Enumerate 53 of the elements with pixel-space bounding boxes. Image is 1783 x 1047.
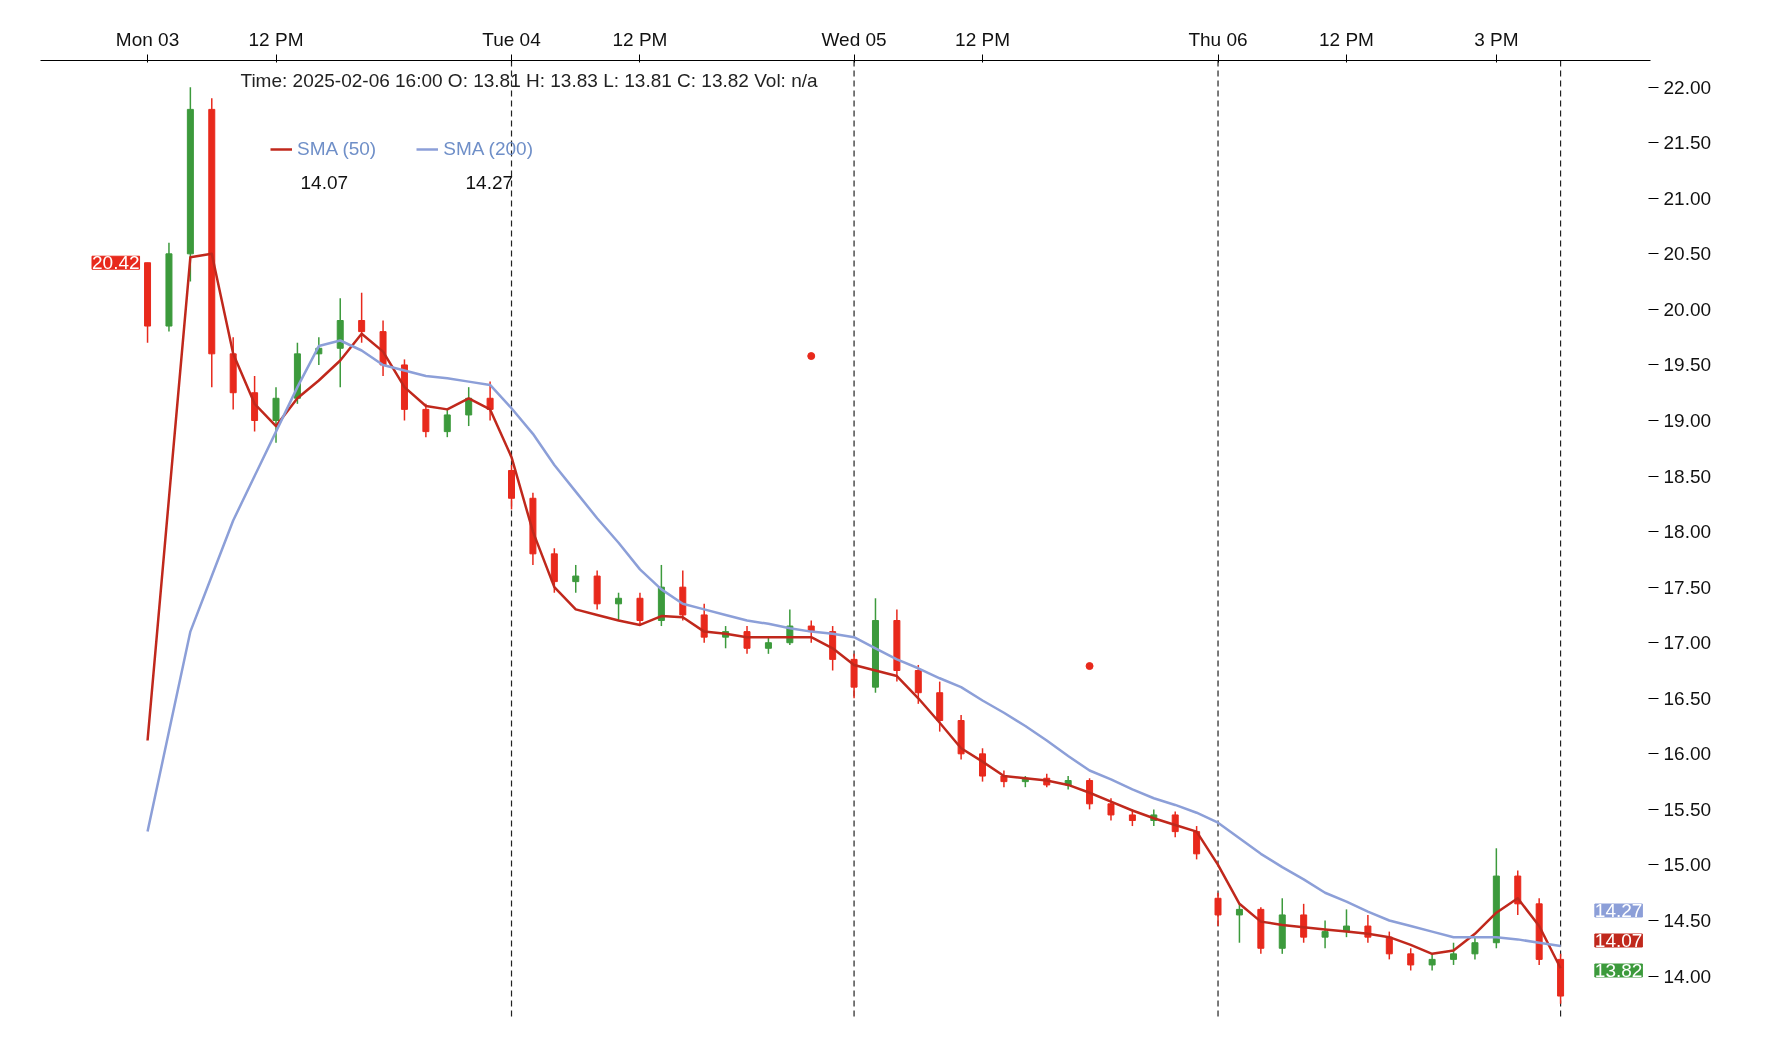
annotation: 14.27 xyxy=(465,171,514,193)
candlestick xyxy=(1407,947,1415,972)
y-tick-label: 17.50 xyxy=(1663,576,1712,598)
candlestick xyxy=(572,564,580,594)
candlestick xyxy=(422,403,430,438)
y-tick-label: 14.50 xyxy=(1663,910,1712,931)
candlestick xyxy=(1450,941,1458,966)
candlestick xyxy=(914,664,922,705)
x-tick-label: Tue 04 xyxy=(482,28,542,50)
candlestick xyxy=(700,603,708,644)
y-tick-label: 15.00 xyxy=(1663,854,1712,876)
y-tick-label: 15.50 xyxy=(1663,798,1712,820)
y-tick-label: 21.00 xyxy=(1663,187,1712,209)
annotation: 20.42 xyxy=(92,252,140,274)
candlestick xyxy=(1471,936,1479,961)
y-tick-label: 20.00 xyxy=(1663,298,1712,320)
candlestick xyxy=(272,386,280,444)
text: 14.07 xyxy=(1594,930,1643,951)
y-tick-label: 22.00 xyxy=(1663,76,1712,98)
x-tick-label: Mon 03 xyxy=(115,28,180,50)
candlestick xyxy=(1214,891,1222,927)
x-tick-label: Wed 05 xyxy=(821,28,887,50)
y-tick-label: 14.00 xyxy=(1663,965,1712,987)
y-tick-label: 19.50 xyxy=(1663,354,1712,376)
annotation: Time: 2025-02-06 16:00 O: 13.81 H: 13.83 L: 13.81 C: 13.82 Vol: n/a xyxy=(240,69,818,91)
candlestick xyxy=(1235,903,1243,944)
legend-label: SMA (50) xyxy=(297,138,377,160)
x-tick-label: 12 PM xyxy=(1319,28,1374,50)
y-tick-label: 16.00 xyxy=(1663,743,1712,765)
y-tick-label: 19.00 xyxy=(1663,410,1712,431)
candlestick xyxy=(1107,797,1115,822)
candlestick xyxy=(443,408,451,438)
y-tick-label: 21.50 xyxy=(1663,132,1712,154)
y-tick-label: 20.50 xyxy=(1663,243,1712,265)
x-tick-label: 3 PM xyxy=(1474,28,1519,50)
candlestick xyxy=(486,380,494,422)
legend-label: SMA (200) xyxy=(443,138,533,160)
x-tick-label: 12 PM xyxy=(248,28,304,50)
line-series xyxy=(146,339,1562,948)
candlestick xyxy=(358,291,366,344)
x-tick-label: 12 PM xyxy=(955,28,1010,50)
y-tick-label: 17.00 xyxy=(1663,632,1712,654)
text: 14.27 xyxy=(1594,900,1643,921)
candlestick xyxy=(636,591,644,627)
x-tick-label: 12 PM xyxy=(612,28,668,50)
y-tick-label: 16.50 xyxy=(1663,687,1712,709)
x-tick-label: Thu 06 xyxy=(1188,28,1248,50)
y-tick-label: 18.00 xyxy=(1663,521,1712,543)
annotation: 14.07 xyxy=(300,171,349,193)
candlestick xyxy=(1321,919,1329,950)
y-tick-label: 18.50 xyxy=(1663,465,1712,487)
candlestick xyxy=(615,591,623,622)
text: 13.82 xyxy=(1594,960,1643,981)
